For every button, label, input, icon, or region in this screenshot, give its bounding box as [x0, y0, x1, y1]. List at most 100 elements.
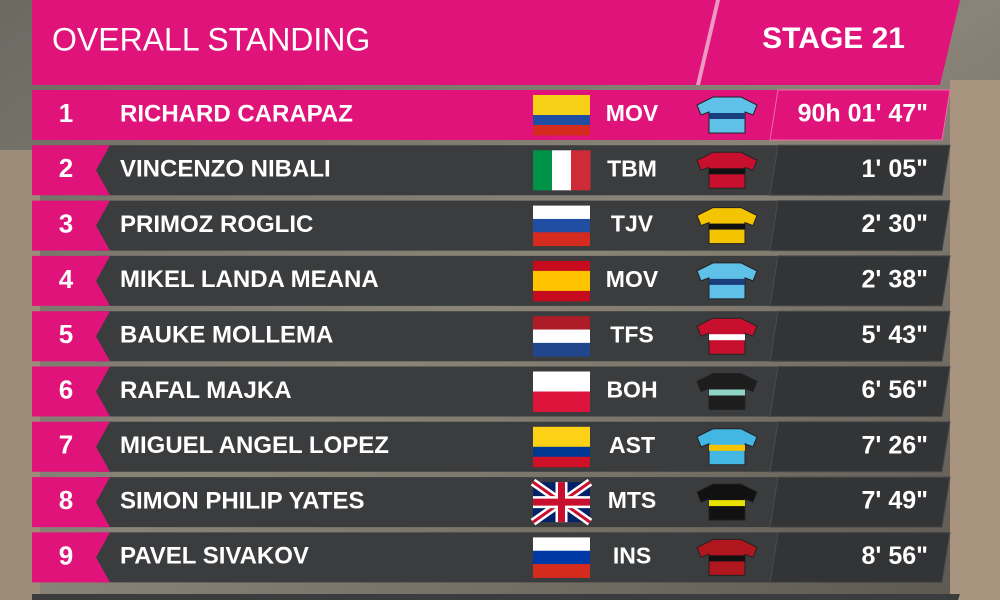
- time: 5' 43": [862, 321, 928, 349]
- rider-name: MIGUEL ANGEL LOPEZ: [120, 432, 389, 459]
- rider-name: PRIMOZ ROGLIC: [120, 211, 313, 238]
- time: 90h 01' 47": [798, 100, 928, 128]
- rank-cell: [32, 477, 110, 528]
- flag: [533, 537, 590, 578]
- team-code: BOH: [606, 377, 657, 403]
- flag-stripe: [571, 150, 591, 191]
- flag-stripe: [533, 115, 590, 126]
- team-code: INS: [613, 542, 651, 568]
- flag: [533, 150, 591, 191]
- flag-stripe: [533, 105, 590, 116]
- rows: 1 RICHARD CARAPAZ MOV 90h 01' 47" 2 VINCENZO …: [32, 89, 951, 583]
- header-divider: [696, 0, 720, 85]
- flag-stripe: [533, 150, 553, 191]
- team-code: TBM: [607, 155, 657, 181]
- team-code: MOV: [606, 100, 659, 126]
- rank: 1: [59, 98, 73, 128]
- time: 8' 56": [862, 542, 928, 570]
- flag-stripe: [533, 95, 590, 106]
- rank-cell: [32, 532, 110, 583]
- rider-name: RICHARD CARAPAZ: [120, 100, 353, 127]
- jersey-band: [709, 444, 745, 451]
- flag: [533, 426, 590, 468]
- time: 2' 38": [862, 266, 928, 294]
- time: 6' 56": [862, 376, 928, 404]
- flag-stripe: [533, 426, 590, 438]
- rank: 8: [59, 485, 73, 515]
- flag: [533, 371, 590, 412]
- jersey-band: [709, 168, 745, 175]
- team-code: TFS: [610, 321, 653, 347]
- team-code: MTS: [608, 487, 657, 513]
- flag-stripe: [533, 537, 590, 552]
- time-cell: [769, 89, 951, 141]
- flag-stripe: [533, 125, 590, 136]
- time: 2' 30": [862, 210, 928, 238]
- rank: 5: [59, 319, 73, 349]
- rank: 9: [59, 540, 73, 570]
- jersey-band: [709, 555, 745, 562]
- rank: 6: [59, 374, 73, 404]
- flag-stripe: [533, 205, 590, 220]
- rank-cell: [32, 421, 110, 472]
- jersey-band: [709, 223, 745, 230]
- rank-cell: [32, 366, 110, 417]
- rank-cell: [32, 255, 110, 306]
- jersey-band: [709, 113, 745, 119]
- flag-stripe: [533, 342, 590, 357]
- flag-stripe: [552, 150, 572, 191]
- flag: [533, 316, 590, 357]
- next-row-edge: [32, 594, 960, 600]
- flag-cross: [533, 482, 590, 523]
- flag-stripe: [533, 456, 590, 468]
- flag-stripe: [533, 290, 590, 302]
- rank-cell: [32, 311, 110, 362]
- stage-label: STAGE 21: [762, 22, 905, 55]
- rank-cell: [32, 200, 110, 251]
- flag-stripe: [533, 280, 590, 292]
- flag: [533, 260, 590, 302]
- building: [950, 80, 1000, 600]
- time: 7' 26": [862, 431, 928, 459]
- rank-cell: [32, 145, 110, 196]
- flag-stripe: [533, 329, 590, 344]
- flag-stripe: [533, 550, 590, 565]
- flag-stripe: [533, 446, 590, 458]
- flag-stripe: [533, 371, 590, 392]
- time-cell: [769, 200, 951, 252]
- flag: [533, 205, 590, 247]
- flag-stripe: [533, 260, 590, 272]
- rank-cell: [32, 90, 110, 140]
- time: 1' 05": [862, 155, 928, 183]
- rank: 3: [59, 208, 73, 238]
- jersey-band: [709, 334, 745, 341]
- flag-stripe: [533, 232, 590, 247]
- time: 7' 49": [862, 487, 928, 515]
- time-cell: [769, 421, 951, 473]
- rank: 4: [59, 264, 74, 294]
- rider-name: PAVEL SIVAKOV: [120, 543, 309, 570]
- time-cell: [769, 476, 951, 528]
- flag-stripe: [533, 391, 590, 412]
- time-cell: [769, 255, 951, 307]
- jersey-band: [709, 278, 745, 285]
- flag: [530, 478, 593, 526]
- rank: 2: [59, 153, 73, 183]
- flag: [533, 95, 590, 136]
- time-cell: [769, 366, 951, 417]
- jersey-band: [709, 500, 745, 507]
- team-code: TJV: [611, 211, 654, 237]
- flag-stripe: [533, 316, 590, 331]
- time-cell: [769, 310, 951, 362]
- flag-stripe: [533, 270, 590, 282]
- jersey-band: [709, 389, 745, 396]
- rider-name: BAUKE MOLLEMA: [120, 322, 333, 349]
- team-code: MOV: [606, 266, 659, 292]
- time-cell: [769, 144, 951, 196]
- flag-stripe: [533, 564, 590, 578]
- flag-stripe: [533, 218, 590, 233]
- rider-name: RAFAL MAJKA: [120, 377, 292, 404]
- header-band: [32, 0, 960, 85]
